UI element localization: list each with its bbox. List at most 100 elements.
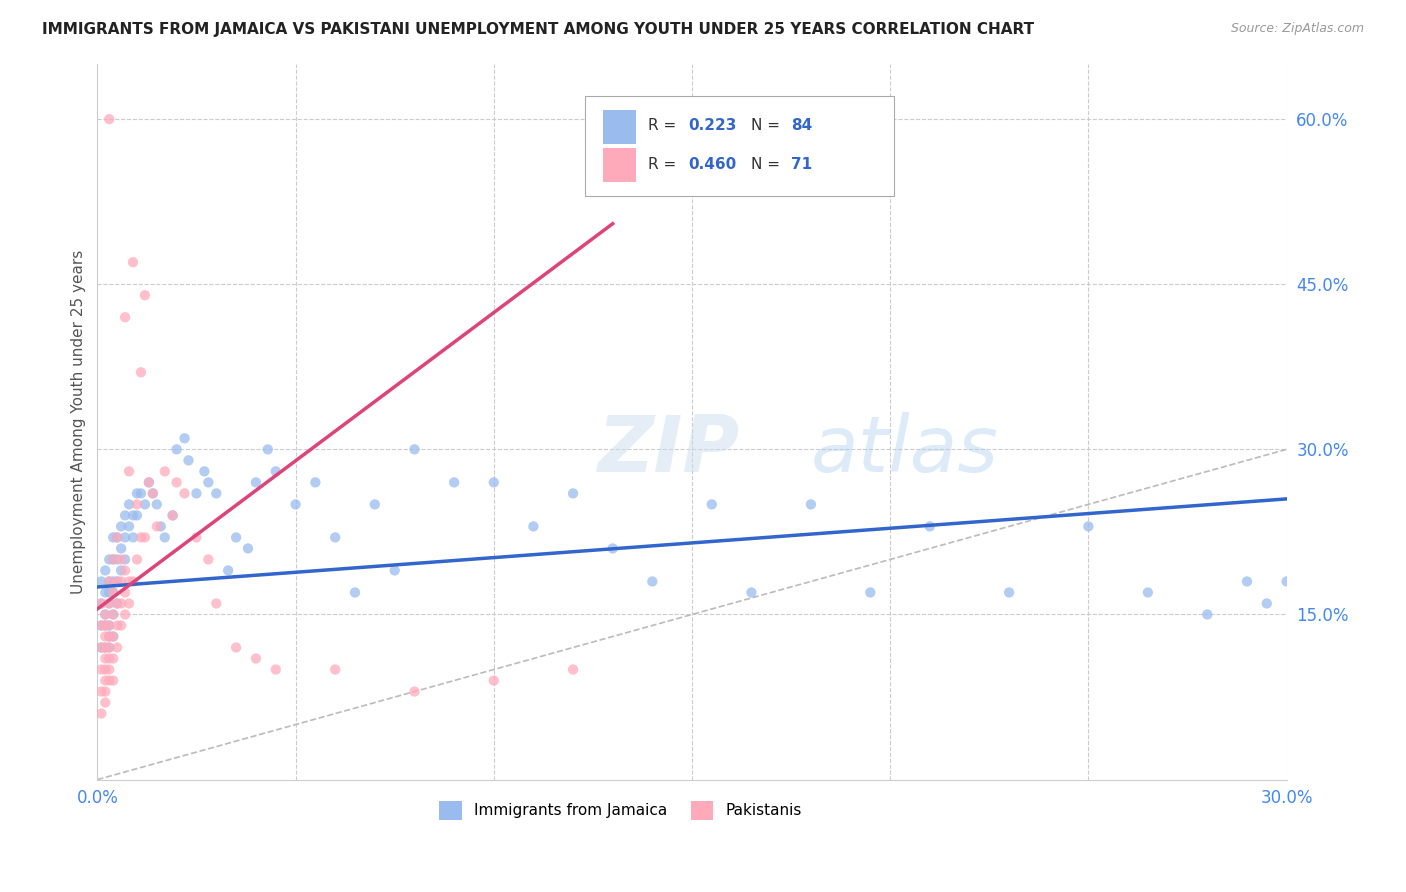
- Point: [1077, 519, 1099, 533]
- Text: 71: 71: [790, 157, 811, 172]
- Point: [114, 530, 136, 544]
- Point: [482, 475, 505, 490]
- Point: [264, 663, 287, 677]
- Point: [114, 607, 136, 622]
- Point: [129, 530, 152, 544]
- Point: [94, 663, 117, 677]
- Point: [142, 486, 165, 500]
- Point: [236, 541, 259, 556]
- Text: 84: 84: [790, 118, 811, 133]
- Point: [186, 486, 208, 500]
- Point: [522, 519, 544, 533]
- Point: [103, 607, 125, 622]
- Point: [125, 486, 148, 500]
- Point: [344, 585, 367, 599]
- Point: [105, 597, 128, 611]
- Point: [98, 640, 121, 655]
- Point: [186, 530, 208, 544]
- Point: [114, 310, 136, 325]
- Point: [94, 564, 117, 578]
- Point: [98, 663, 121, 677]
- Point: [110, 564, 132, 578]
- Point: [94, 585, 117, 599]
- Point: [105, 597, 128, 611]
- Point: [103, 607, 125, 622]
- Point: [197, 475, 219, 490]
- Point: [918, 519, 941, 533]
- Point: [118, 597, 141, 611]
- Point: [404, 684, 426, 698]
- Point: [90, 640, 112, 655]
- Point: [103, 552, 125, 566]
- Point: [94, 618, 117, 632]
- Point: [225, 530, 247, 544]
- Point: [110, 574, 132, 589]
- Point: [125, 497, 148, 511]
- Point: [482, 673, 505, 688]
- Point: [166, 475, 188, 490]
- Point: [98, 597, 121, 611]
- Point: [103, 630, 125, 644]
- Point: [153, 530, 176, 544]
- Point: [197, 552, 219, 566]
- Point: [1256, 597, 1278, 611]
- Point: [125, 552, 148, 566]
- Text: Source: ZipAtlas.com: Source: ZipAtlas.com: [1230, 22, 1364, 36]
- Point: [94, 673, 117, 688]
- Point: [103, 530, 125, 544]
- Point: [114, 564, 136, 578]
- FancyBboxPatch shape: [603, 148, 636, 182]
- Point: [146, 519, 169, 533]
- Point: [134, 530, 156, 544]
- FancyBboxPatch shape: [585, 96, 894, 196]
- Point: [245, 475, 267, 490]
- Point: [602, 541, 624, 556]
- Point: [173, 431, 195, 445]
- Point: [94, 640, 117, 655]
- Point: [134, 497, 156, 511]
- Point: [94, 607, 117, 622]
- Point: [103, 651, 125, 665]
- Point: [103, 585, 125, 599]
- Point: [173, 486, 195, 500]
- Point: [700, 497, 723, 511]
- Point: [94, 607, 117, 622]
- Point: [205, 486, 228, 500]
- Point: [103, 585, 125, 599]
- Point: [562, 486, 585, 500]
- Point: [114, 552, 136, 566]
- Point: [364, 497, 387, 511]
- Point: [129, 486, 152, 500]
- Point: [162, 508, 184, 523]
- Point: [90, 574, 112, 589]
- Point: [245, 651, 267, 665]
- Point: [800, 497, 823, 511]
- Point: [110, 552, 132, 566]
- Point: [105, 552, 128, 566]
- Point: [122, 508, 145, 523]
- Text: R =: R =: [648, 157, 681, 172]
- Point: [94, 618, 117, 632]
- Point: [103, 574, 125, 589]
- Point: [105, 530, 128, 544]
- Point: [98, 112, 121, 127]
- Point: [110, 519, 132, 533]
- Point: [98, 618, 121, 632]
- Text: 0.223: 0.223: [689, 118, 737, 133]
- Point: [98, 585, 121, 599]
- Text: N =: N =: [751, 157, 786, 172]
- Text: N =: N =: [751, 118, 786, 133]
- Point: [94, 684, 117, 698]
- Point: [98, 618, 121, 632]
- Point: [146, 497, 169, 511]
- Y-axis label: Unemployment Among Youth under 25 years: Unemployment Among Youth under 25 years: [72, 250, 86, 594]
- Point: [110, 541, 132, 556]
- Point: [98, 597, 121, 611]
- Point: [153, 464, 176, 478]
- Point: [122, 530, 145, 544]
- Point: [384, 564, 406, 578]
- Point: [98, 640, 121, 655]
- Point: [641, 574, 664, 589]
- Point: [90, 640, 112, 655]
- FancyBboxPatch shape: [603, 110, 636, 145]
